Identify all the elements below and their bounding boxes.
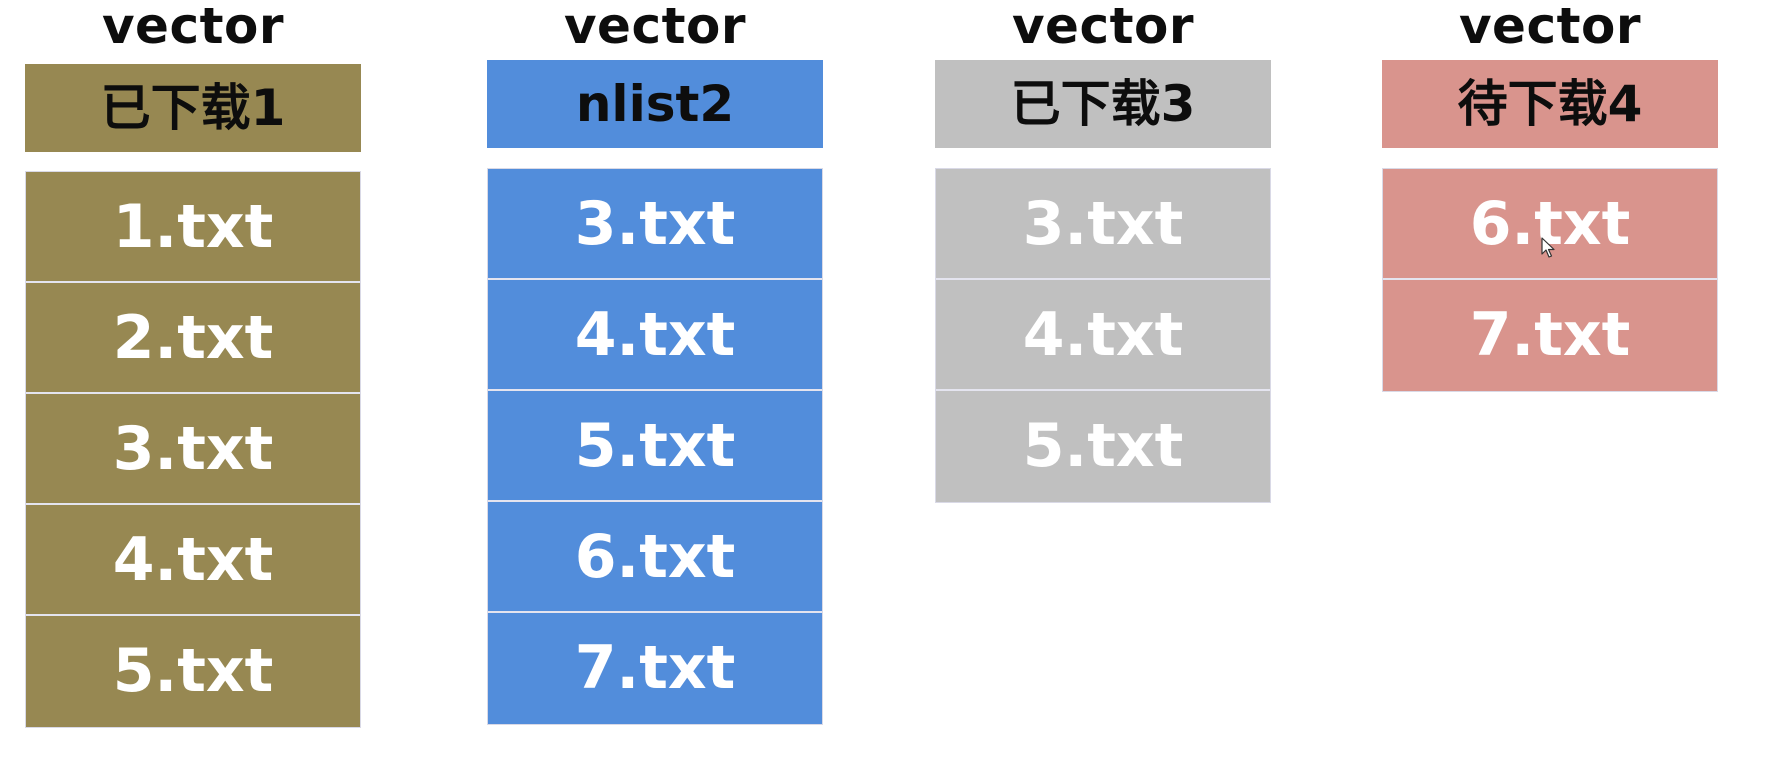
list-item: 4.txt	[936, 280, 1270, 391]
list-item: 1.txt	[26, 172, 360, 283]
file-list: 6.txt 7.txt	[1382, 168, 1718, 392]
list-item: 6.txt	[1383, 169, 1717, 280]
list-item: 5.txt	[112, 636, 274, 706]
column-header: 待下载4	[1382, 60, 1718, 148]
list-item: 7.txt	[574, 633, 736, 703]
list-item: 4.txt	[488, 280, 822, 391]
vector-caption: vector	[1011, 0, 1195, 55]
list-item: 4.txt	[26, 505, 360, 616]
vector-caption: vector	[101, 0, 285, 55]
vector-column-downloaded-1: vector 已下载1 1.txt 2.txt 3.txt 4.txt 5.tx…	[25, 0, 361, 728]
file-list: 3.txt 4.txt 5.txt	[935, 168, 1271, 503]
mouse-cursor-icon	[1541, 237, 1555, 258]
vector-column-nlist-2: vector nlist2 3.txt 4.txt 5.txt 6.txt 7.…	[487, 0, 823, 725]
file-list: 1.txt 2.txt 3.txt 4.txt 5.txt	[25, 171, 361, 728]
list-item: 5.txt	[488, 391, 822, 502]
list-item: 7.txt	[1469, 300, 1631, 370]
list-item: 2.txt	[26, 283, 360, 394]
file-list: 3.txt 4.txt 5.txt 6.txt 7.txt	[487, 168, 823, 725]
vector-column-downloaded-3: vector 已下载3 3.txt 4.txt 5.txt	[935, 0, 1271, 503]
column-header: 已下载1	[25, 64, 361, 152]
vector-column-pending-4: vector 待下载4 6.txt 7.txt	[1382, 0, 1718, 392]
vector-caption: vector	[563, 0, 747, 55]
list-item: 6.txt	[488, 502, 822, 613]
column-header: nlist2	[487, 60, 823, 148]
vector-caption: vector	[1458, 0, 1642, 55]
list-item: 3.txt	[26, 394, 360, 505]
column-header: 已下载3	[935, 60, 1271, 148]
list-item: 3.txt	[488, 169, 822, 280]
list-item: 3.txt	[936, 169, 1270, 280]
list-item: 5.txt	[1022, 411, 1184, 481]
